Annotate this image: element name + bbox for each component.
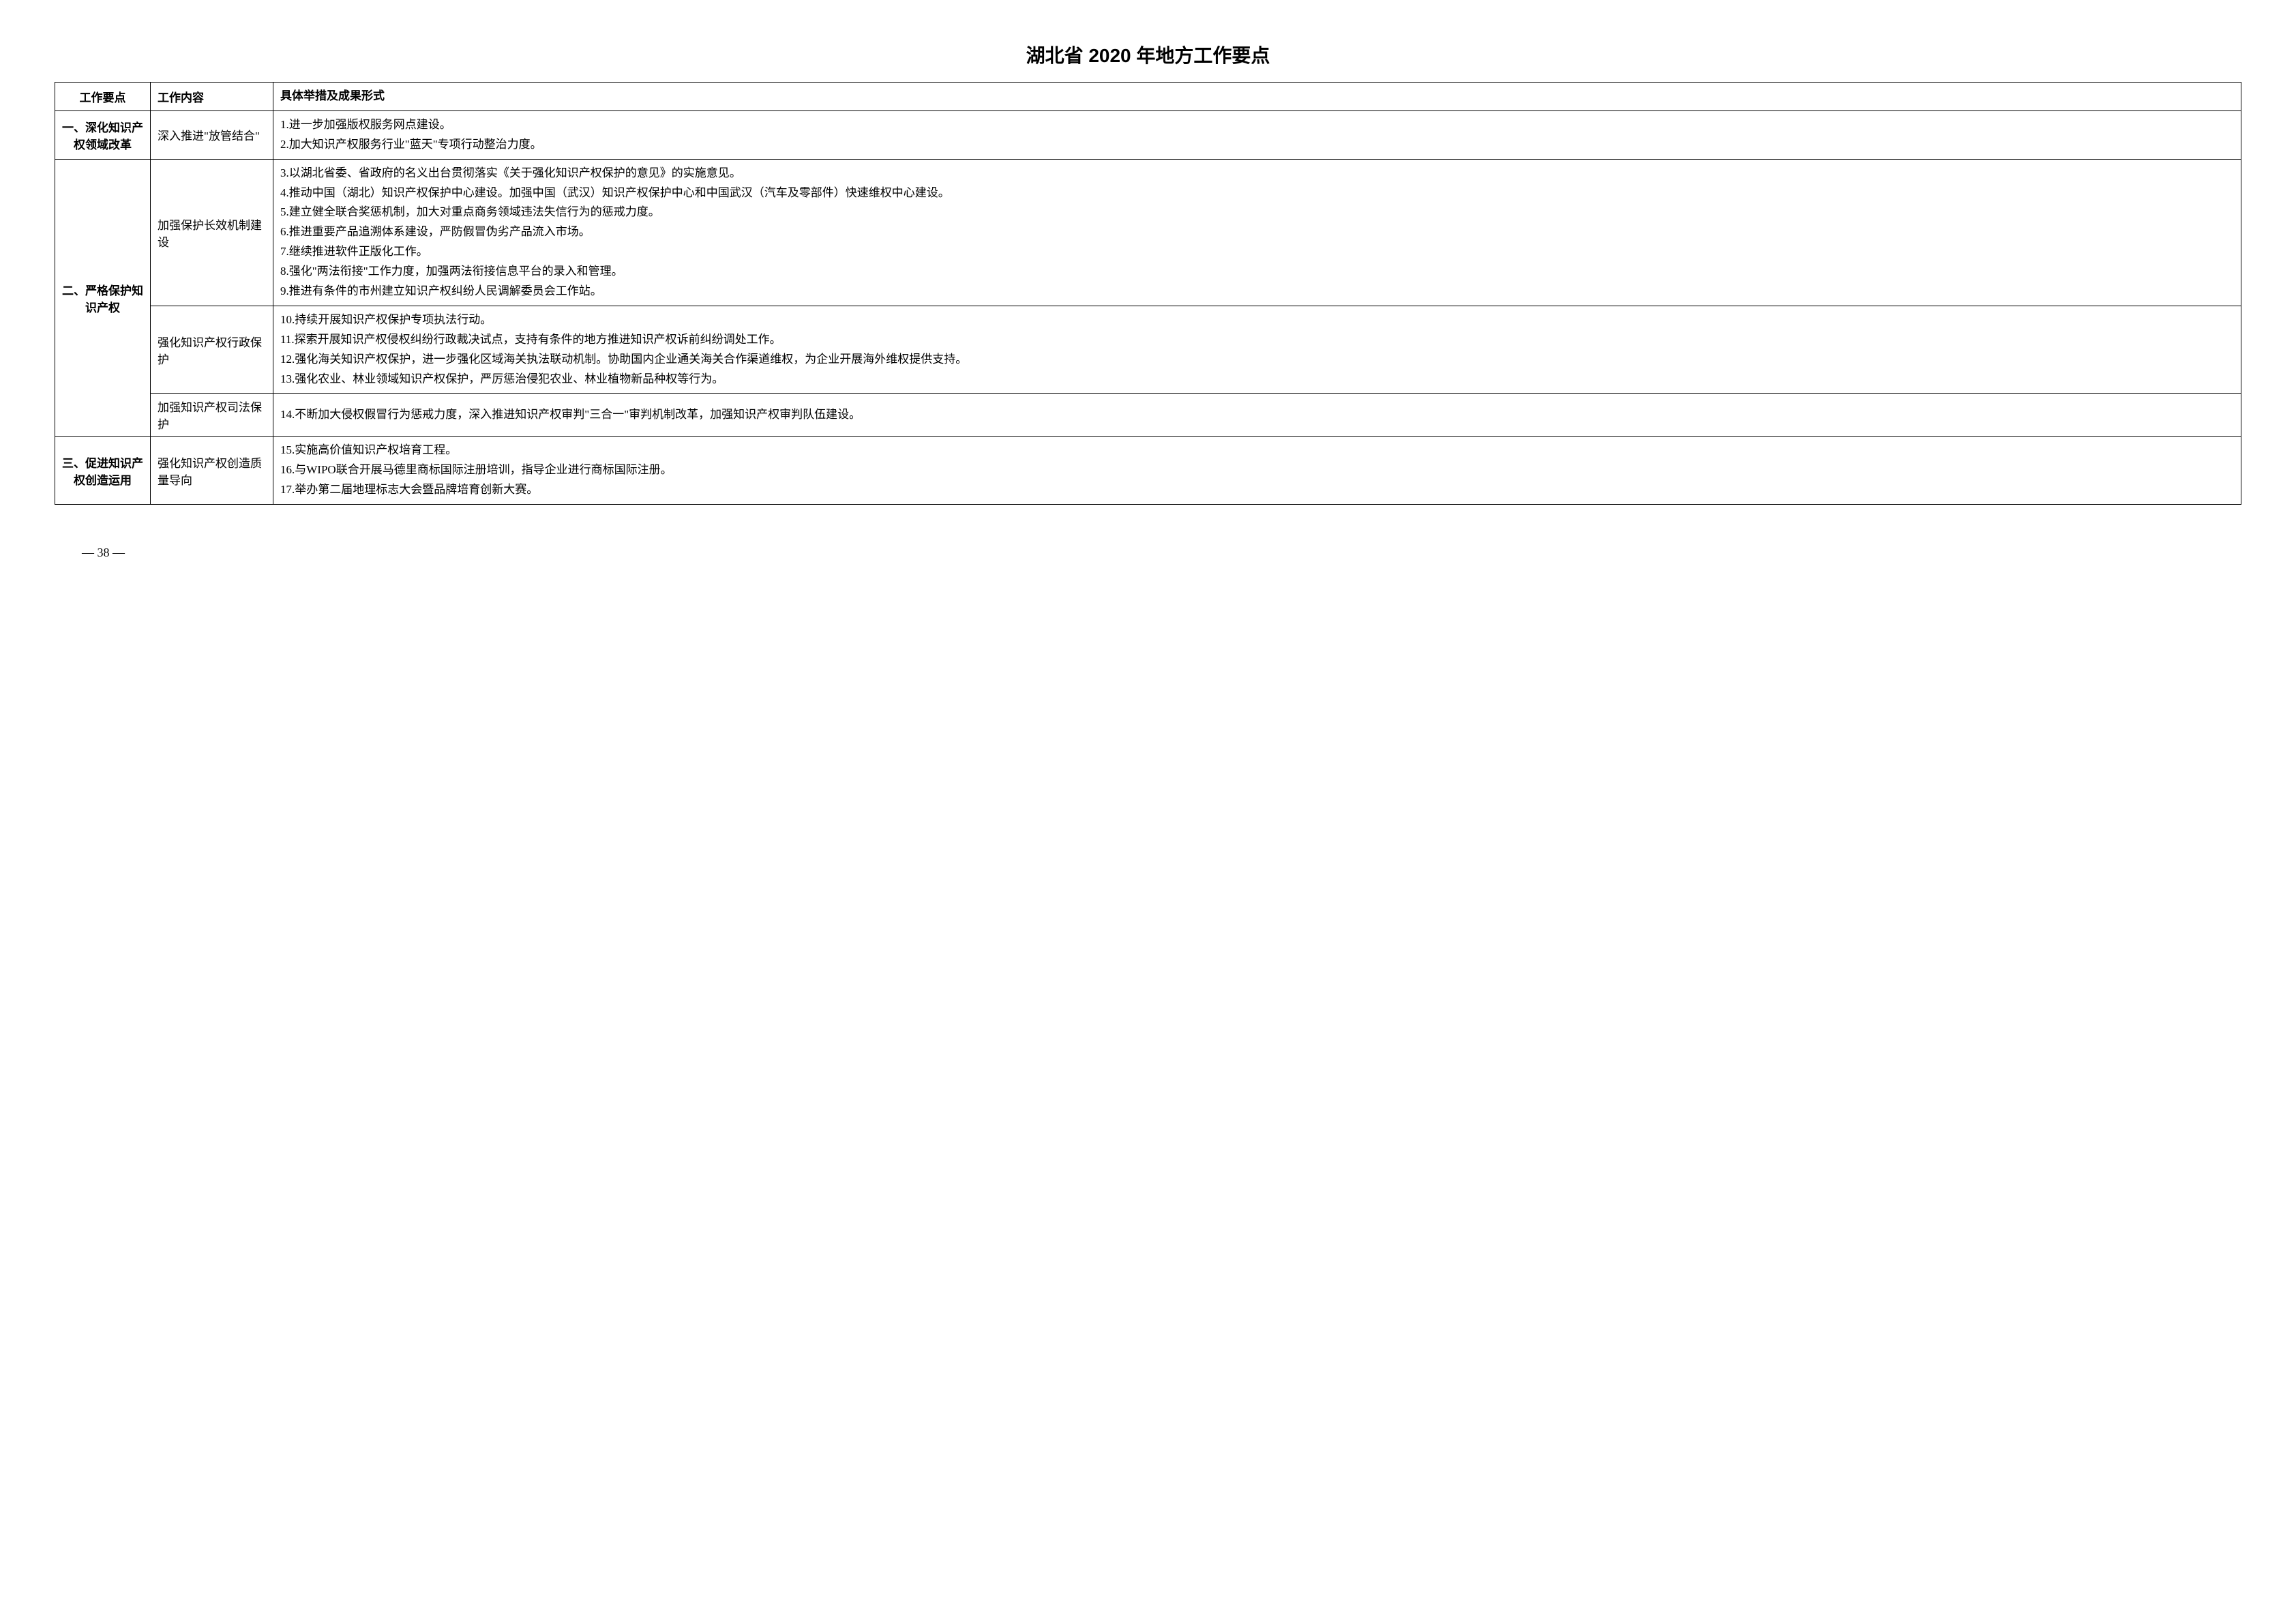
detail-cell: 10.持续开展知识产权保护专项执法行动。11.探索开展知识产权侵权纠纷行政裁决试… xyxy=(273,306,2241,394)
table-row: 强化知识产权行政保护10.持续开展知识产权保护专项执法行动。11.探索开展知识产… xyxy=(55,306,2241,394)
detail-cell: 1.进一步加强版权服务网点建设。2.加大知识产权服务行业"蓝天"专项行动整治力度… xyxy=(273,110,2241,159)
page-number: — 38 — xyxy=(55,546,2241,560)
header-col3: 具体举措及成果形式 xyxy=(273,83,2241,111)
content-cell: 深入推进"放管结合" xyxy=(151,110,273,159)
header-col1: 工作要点 xyxy=(55,83,151,111)
table-row: 加强知识产权司法保护14.不断加大侵权假冒行为惩戒力度，深入推进知识产权审判"三… xyxy=(55,394,2241,437)
document-title: 湖北省 2020 年地方工作要点 xyxy=(55,41,2241,68)
detail-cell: 3.以湖北省委、省政府的名义出台贯彻落实《关于强化知识产权保护的意见》的实施意见… xyxy=(273,159,2241,306)
header-col2: 工作内容 xyxy=(151,83,273,111)
table-header-row: 工作要点 工作内容 具体举措及成果形式 xyxy=(55,83,2241,111)
detail-cell: 15.实施高价值知识产权培育工程。16.与WIPO联合开展马德里商标国际注册培训… xyxy=(273,437,2241,505)
section-cell: 二、严格保护知识产权 xyxy=(55,159,151,437)
work-points-table: 工作要点 工作内容 具体举措及成果形式 一、深化知识产权领域改革深入推进"放管结… xyxy=(55,82,2241,505)
table-row: 三、促进知识产权创造运用强化知识产权创造质量导向15.实施高价值知识产权培育工程… xyxy=(55,437,2241,505)
content-cell: 强化知识产权行政保护 xyxy=(151,306,273,394)
table-row: 二、严格保护知识产权加强保护长效机制建设3.以湖北省委、省政府的名义出台贯彻落实… xyxy=(55,159,2241,306)
content-cell: 强化知识产权创造质量导向 xyxy=(151,437,273,505)
section-cell: 三、促进知识产权创造运用 xyxy=(55,437,151,505)
section-cell: 一、深化知识产权领域改革 xyxy=(55,110,151,159)
detail-cell: 14.不断加大侵权假冒行为惩戒力度，深入推进知识产权审判"三合一"审判机制改革，… xyxy=(273,394,2241,437)
content-cell: 加强保护长效机制建设 xyxy=(151,159,273,306)
table-row: 一、深化知识产权领域改革深入推进"放管结合"1.进一步加强版权服务网点建设。2.… xyxy=(55,110,2241,159)
content-cell: 加强知识产权司法保护 xyxy=(151,394,273,437)
